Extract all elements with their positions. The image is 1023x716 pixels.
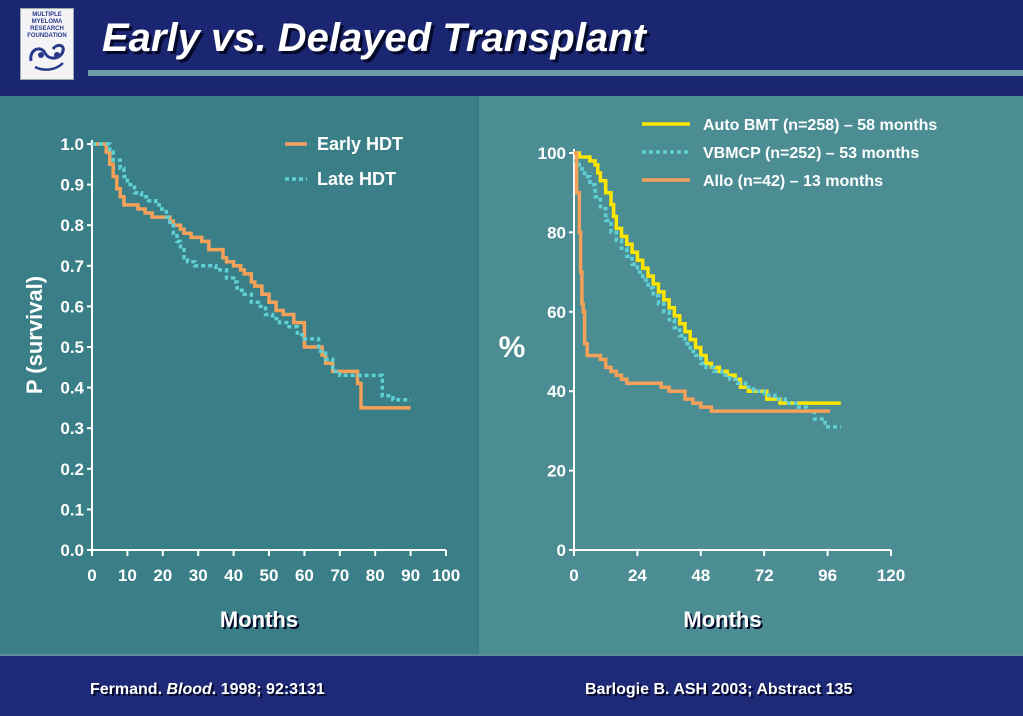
- page-title: Early vs. Delayed Transplant: [102, 16, 646, 60]
- y-tick-label: 80: [547, 223, 566, 242]
- x-tick-label: 10: [118, 566, 137, 585]
- citation-left-journal: Blood: [166, 681, 212, 698]
- x-tick-label: 120: [877, 566, 905, 585]
- y-tick-label: 0.7: [60, 257, 84, 276]
- left-chart-panel: [0, 96, 480, 654]
- footer-rule: [0, 654, 1023, 657]
- logo: MULTIPLE MYELOMA RESEARCH FOUNDATION: [20, 8, 74, 80]
- x-axis-label: Months: [683, 607, 761, 632]
- series-line-1: [574, 159, 841, 429]
- logo-line-1: MULTIPLE: [32, 12, 62, 18]
- title-band: [0, 0, 1023, 92]
- footer-band: [0, 656, 1023, 716]
- x-tick-label: 80: [366, 566, 385, 585]
- logo-line-2: MYELOMA: [31, 19, 63, 25]
- y-tick-label: 60: [547, 303, 566, 322]
- y-tick-label: 100: [538, 144, 566, 163]
- y-tick-label: 40: [547, 382, 566, 401]
- x-tick-label: 72: [755, 566, 774, 585]
- x-tick-label: 90: [401, 566, 420, 585]
- citation-left-rest: . 1998; 92:3131: [211, 681, 325, 698]
- x-tick-label: 50: [260, 566, 279, 585]
- y-tick-label: 0.1: [60, 500, 84, 519]
- legend-label-1: VBMCP (n=252) – 53 months: [703, 145, 919, 162]
- y-tick-label: 0.6: [60, 297, 84, 316]
- x-tick-label: 70: [330, 566, 349, 585]
- x-tick-label: 0: [569, 566, 578, 585]
- citation-left-author: Fermand.: [90, 681, 167, 698]
- x-tick-label: 20: [153, 566, 172, 585]
- x-tick-label: 40: [224, 566, 243, 585]
- x-axis-label: Months: [220, 607, 298, 632]
- legend-label-2: Allo (n=42) – 13 months: [703, 173, 883, 190]
- y-tick-label: 1.0: [60, 135, 84, 154]
- y-axis-label: %: [499, 331, 526, 364]
- y-tick-label: 0.4: [60, 379, 84, 398]
- y-tick-label: 0.0: [60, 541, 84, 560]
- right-chart-panel: [479, 96, 1023, 654]
- x-tick-label: 60: [295, 566, 314, 585]
- x-tick-label: 96: [818, 566, 837, 585]
- y-tick-label: 0.5: [60, 338, 84, 357]
- y-tick-label: 0.9: [60, 176, 84, 195]
- legend-label-0: Auto BMT (n=258) – 58 months: [703, 117, 937, 134]
- x-tick-label: 48: [691, 566, 710, 585]
- y-tick-label: 20: [547, 462, 566, 481]
- y-tick-label: 0.8: [60, 216, 84, 235]
- logo-emblem-icon: [29, 43, 65, 71]
- legend-label-1: Late HDT: [317, 169, 396, 189]
- x-tick-label: 100: [432, 566, 460, 585]
- x-tick-label: 30: [189, 566, 208, 585]
- y-tick-label: 0.2: [60, 460, 84, 479]
- y-tick-label: 0.3: [60, 419, 84, 438]
- x-tick-label: 24: [628, 566, 647, 585]
- legend-label-0: Early HDT: [317, 134, 403, 154]
- y-axis-label: P (survival): [22, 276, 47, 394]
- logo-line-4: FOUNDATION: [27, 33, 67, 39]
- citation-left: Fermand. Blood. 1998; 92:3131: [90, 681, 325, 699]
- series-line-2: [574, 151, 831, 413]
- x-tick-label: 0: [87, 566, 96, 585]
- logo-line-3: RESEARCH: [30, 26, 64, 32]
- series-line-1: [92, 142, 411, 402]
- citation-right: Barlogie B. ASH 2003; Abstract 135: [585, 681, 853, 698]
- series-line-0: [574, 151, 841, 405]
- y-tick-label: 0: [557, 541, 566, 560]
- title-rule: [88, 70, 1023, 76]
